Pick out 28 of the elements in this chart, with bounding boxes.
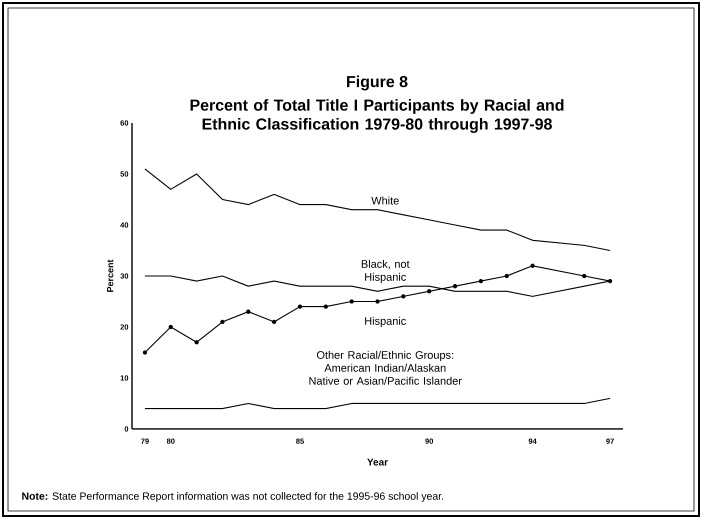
point [220, 320, 225, 324]
x-axis-title: Year [367, 458, 388, 466]
line-series [144, 168, 611, 252]
text: Note: State Performance Report information was not collected for the 1995-96 school year. [22, 492, 444, 502]
point [530, 264, 535, 268]
point [194, 340, 199, 344]
series-label: White [371, 196, 399, 205]
point [375, 299, 380, 304]
point [608, 278, 612, 284]
point [582, 274, 586, 278]
series-label: Hispanic [365, 316, 406, 327]
y-axis-title: Percent [107, 260, 114, 292]
point [298, 304, 302, 309]
point [142, 350, 148, 355]
point [452, 284, 458, 288]
series-label: Other Racial/Ethnic Groups: American Indian/Alaskan Native or Asian/Pacific Islander [309, 350, 462, 385]
point [350, 299, 354, 304]
chart-subtitle: Percent of Total Title I Participants by Racial and Ethnic Classification 1979-80 through 1997-98 [190, 99, 564, 133]
point [401, 294, 406, 299]
point [272, 320, 276, 324]
point [324, 304, 328, 309]
series-label: Black, not Hispanic [362, 260, 410, 283]
chart-title: Figure 8 [347, 76, 408, 90]
point [168, 324, 173, 330]
point [478, 278, 484, 284]
point [504, 274, 509, 278]
point [246, 310, 250, 314]
point [427, 289, 432, 294]
